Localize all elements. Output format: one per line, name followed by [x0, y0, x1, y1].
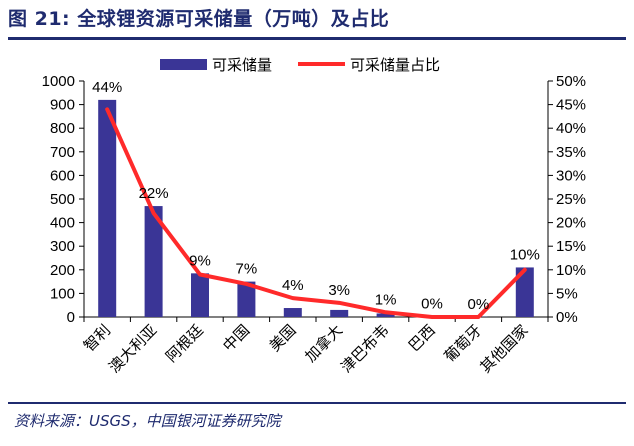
category-label: 其他国家: [476, 321, 531, 376]
left-tick-label: 300: [50, 238, 75, 255]
right-tick-label: 10%: [556, 262, 586, 279]
left-tick-label: 900: [50, 97, 75, 114]
category-label: 澳大利亚: [105, 321, 160, 376]
right-tick-label: 25%: [556, 191, 586, 208]
category-label: 津巴布韦: [337, 321, 392, 376]
data-label: 4%: [282, 277, 304, 294]
left-tick-label: 800: [50, 120, 75, 137]
right-tick-label: 45%: [556, 97, 586, 114]
right-tick-label: 30%: [556, 167, 586, 184]
left-tick-label: 600: [50, 167, 75, 184]
right-tick-label: 50%: [556, 73, 586, 90]
bar: [376, 313, 395, 317]
right-tick-label: 5%: [556, 285, 578, 302]
category-label: 加拿大: [301, 321, 346, 366]
bar-series: [98, 99, 534, 317]
bar: [144, 206, 163, 317]
bar: [283, 308, 302, 317]
data-label: 10%: [510, 246, 540, 263]
category-label: 阿根廷: [162, 321, 207, 366]
data-label: 1%: [375, 291, 397, 308]
share-line: [105, 107, 527, 319]
category-label: 葡萄牙: [441, 321, 486, 366]
bar: [515, 267, 534, 317]
category-label: 智利: [80, 321, 114, 355]
chart-legend: 可采储量 可采储量占比: [160, 56, 440, 74]
figure-title: 图 21: 全球锂资源可采储量（万吨）及占比: [8, 8, 390, 30]
left-tick-label: 200: [50, 262, 75, 279]
legend-bar-swatch: [160, 59, 207, 70]
data-label: 0%: [468, 296, 490, 313]
left-tick-label: 100: [50, 285, 75, 302]
data-label: 9%: [189, 252, 211, 269]
left-tick-label: 500: [50, 191, 75, 208]
category-label: 美国: [266, 321, 300, 355]
category-label: 中国: [219, 321, 253, 355]
right-tick-label: 20%: [556, 215, 586, 232]
legend-bar-label: 可采储量: [212, 56, 272, 74]
right-tick-label: 0%: [556, 309, 578, 326]
title-rule: [8, 37, 626, 40]
category-label: 巴西: [405, 321, 439, 355]
source-note: 资料来源：USGS，中国银河证券研究院: [14, 412, 281, 430]
data-label: 3%: [328, 282, 350, 299]
data-label: 0%: [421, 296, 443, 313]
source-rule: [8, 402, 626, 404]
left-tick-label: 1000: [42, 73, 75, 90]
bar: [98, 99, 117, 317]
data-label: 44%: [92, 79, 122, 96]
right-tick-label: 40%: [556, 120, 586, 137]
left-tick-label: 0: [67, 309, 75, 326]
bar: [191, 273, 209, 317]
left-tick-label: 400: [50, 215, 75, 232]
data-label: 7%: [236, 261, 258, 278]
left-tick-label: 700: [50, 144, 75, 161]
line-series: [105, 107, 527, 319]
right-tick-label: 15%: [556, 238, 586, 255]
bar: [330, 309, 349, 317]
data-label: 22%: [139, 185, 169, 202]
bar: [237, 281, 256, 317]
legend-line-label: 可采储量占比: [350, 56, 440, 74]
right-tick-label: 35%: [556, 144, 586, 161]
data-labels: 44% 22% 9% 7% 4% 3% 1% 0% 0% 10%: [92, 79, 540, 313]
